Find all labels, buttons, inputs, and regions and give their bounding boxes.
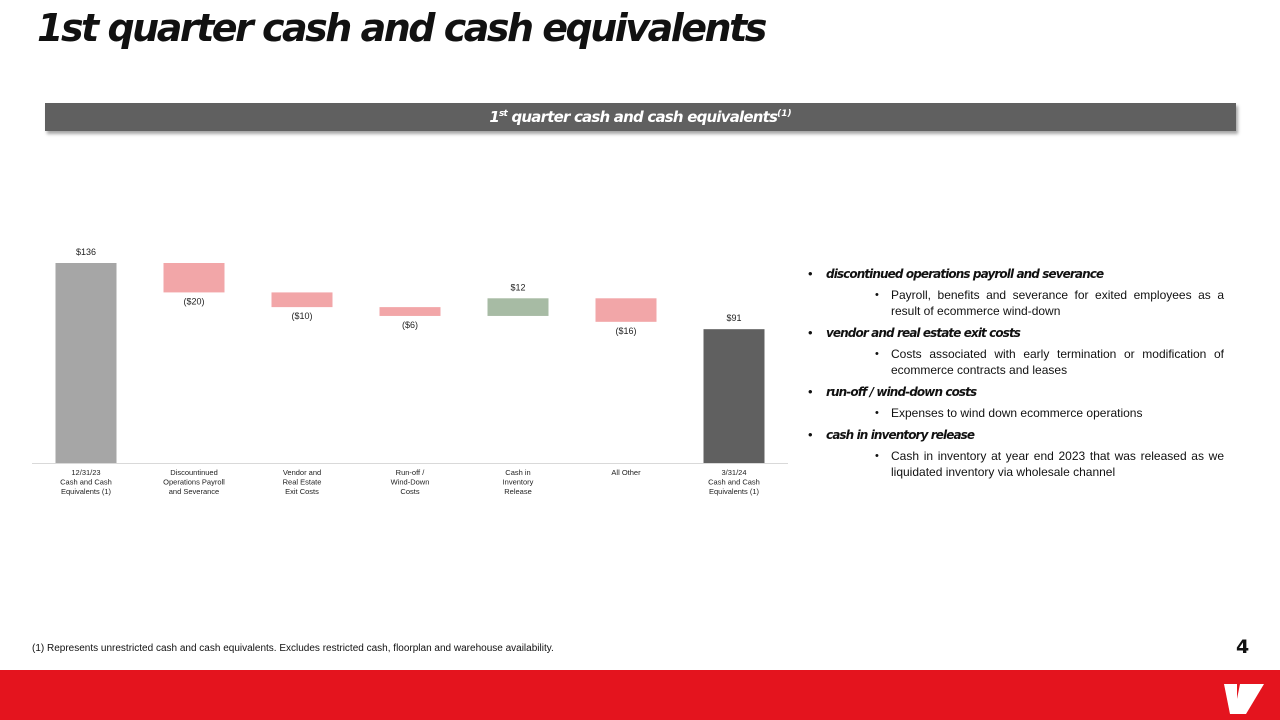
bullet-list: discontinued operations payroll and seve…: [808, 266, 1224, 486]
category-label: Run-off / Wind-Down Costs: [391, 468, 430, 496]
category-label: All Other: [611, 468, 641, 477]
category-label: Cash in Inventory Release: [503, 468, 534, 496]
data-label: $136: [76, 247, 96, 257]
category-label: 3/31/24 Cash and Cash Equivalents (1): [708, 468, 760, 496]
data-label: $91: [726, 313, 741, 323]
bullet-detail: Expenses to wind down ecommerce operatio…: [873, 405, 1224, 421]
waterfall-bar: [55, 263, 117, 463]
bullet-label: discontinued operations payroll and seve…: [826, 267, 1104, 281]
bullet-detail: Payroll, benefits and severance for exit…: [873, 287, 1224, 319]
section-header-bar: 1st quarter cash and cash equivalents(1): [45, 103, 1236, 131]
bullet-item: vendor and real estate exit costs Costs …: [808, 325, 1224, 378]
waterfall-chart: $136 12/31/23 Cash and Cash Equivalents (1)…: [32, 247, 788, 496]
bullet-item: discontinued operations payroll and seve…: [808, 266, 1224, 319]
waterfall-bar: [595, 298, 657, 322]
waterfall-bar: [379, 307, 441, 316]
data-label: ($20): [183, 296, 204, 306]
bullet-item: run-off / wind-down costs Expenses to wi…: [808, 384, 1224, 421]
category-label: 12/31/23 Cash and Cash Equivalents (1): [60, 468, 112, 496]
footer-band: [0, 670, 1280, 720]
bullet-label: cash in inventory release: [826, 428, 975, 442]
waterfall-bar: [271, 292, 333, 308]
waterfall-bar: [163, 263, 225, 293]
bullet-detail: Costs associated with early termination …: [873, 346, 1224, 378]
data-label: ($10): [291, 311, 312, 321]
section-header-text: 1st quarter cash and cash equivalents(1): [489, 108, 792, 126]
data-label: ($6): [402, 320, 418, 330]
footnote: (1) Represents unrestricted cash and cas…: [32, 643, 554, 654]
bullet-detail: Cash in inventory at year end 2023 that …: [873, 448, 1224, 480]
category-label: Vendor and Real Estate Exit Costs: [283, 468, 322, 496]
bullet-label: run-off / wind-down costs: [826, 385, 977, 399]
data-label: ($16): [615, 326, 636, 336]
data-label: $12: [510, 282, 525, 292]
bullet-item: cash in inventory release Cash in invent…: [808, 427, 1224, 480]
slide-title: 1st quarter cash and cash equivalents: [37, 6, 767, 50]
bullet-label: vendor and real estate exit costs: [826, 326, 1021, 340]
brand-v-logo-icon: [1224, 684, 1264, 714]
page-number: 4: [1236, 636, 1250, 658]
waterfall-bar: [487, 298, 549, 316]
waterfall-bar: [703, 329, 765, 463]
category-label: Discountinued Operations Payroll and Sever…: [163, 468, 225, 496]
